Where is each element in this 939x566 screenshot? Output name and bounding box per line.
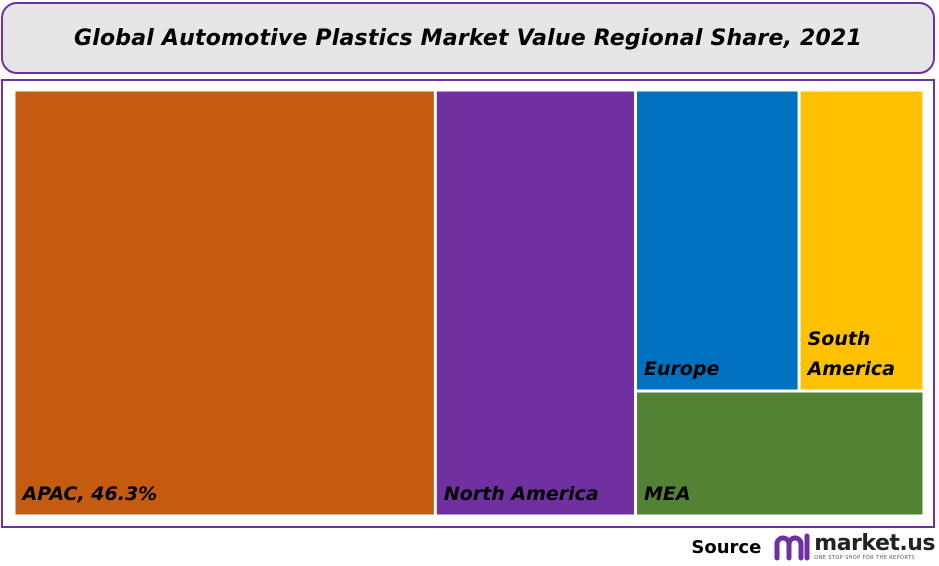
market-us-logo-icon: [774, 533, 810, 561]
title-box: Global Automotive Plastics Market Value …: [1, 2, 935, 74]
tile-label-europe: Europe: [644, 357, 720, 380]
treemap-tile-mea: [637, 392, 923, 515]
treemap-tile-apac: [15, 91, 434, 515]
treemap-frame: APAC, 46.3% North America Europe South Amer…: [1, 79, 935, 528]
market-us-logo[interactable]: market.us ONE STOP SHOP FOR THE REPORTS: [773, 532, 935, 562]
source-label: Source: [691, 536, 762, 558]
tile-label-mea: MEA: [644, 482, 691, 505]
footer: Source market.us ONE STOP SHOP FOR THE R…: [691, 532, 935, 562]
tile-label-north-america: North America: [443, 482, 599, 505]
tile-label-apac: APAC, 46.3%: [22, 482, 158, 505]
treemap-tile-north-america: [436, 91, 635, 515]
logo-tagline: ONE STOP SHOP FOR THE REPORTS: [814, 554, 915, 561]
treemap-tile-europe: [637, 91, 798, 390]
treemap-tile-south-america: [800, 91, 923, 390]
logo-name: market.us: [814, 530, 935, 556]
tile-label-south-america: South America: [807, 327, 895, 380]
chart-title: Global Automotive Plastics Market Value …: [73, 25, 863, 51]
treemap-svg: [15, 91, 923, 515]
